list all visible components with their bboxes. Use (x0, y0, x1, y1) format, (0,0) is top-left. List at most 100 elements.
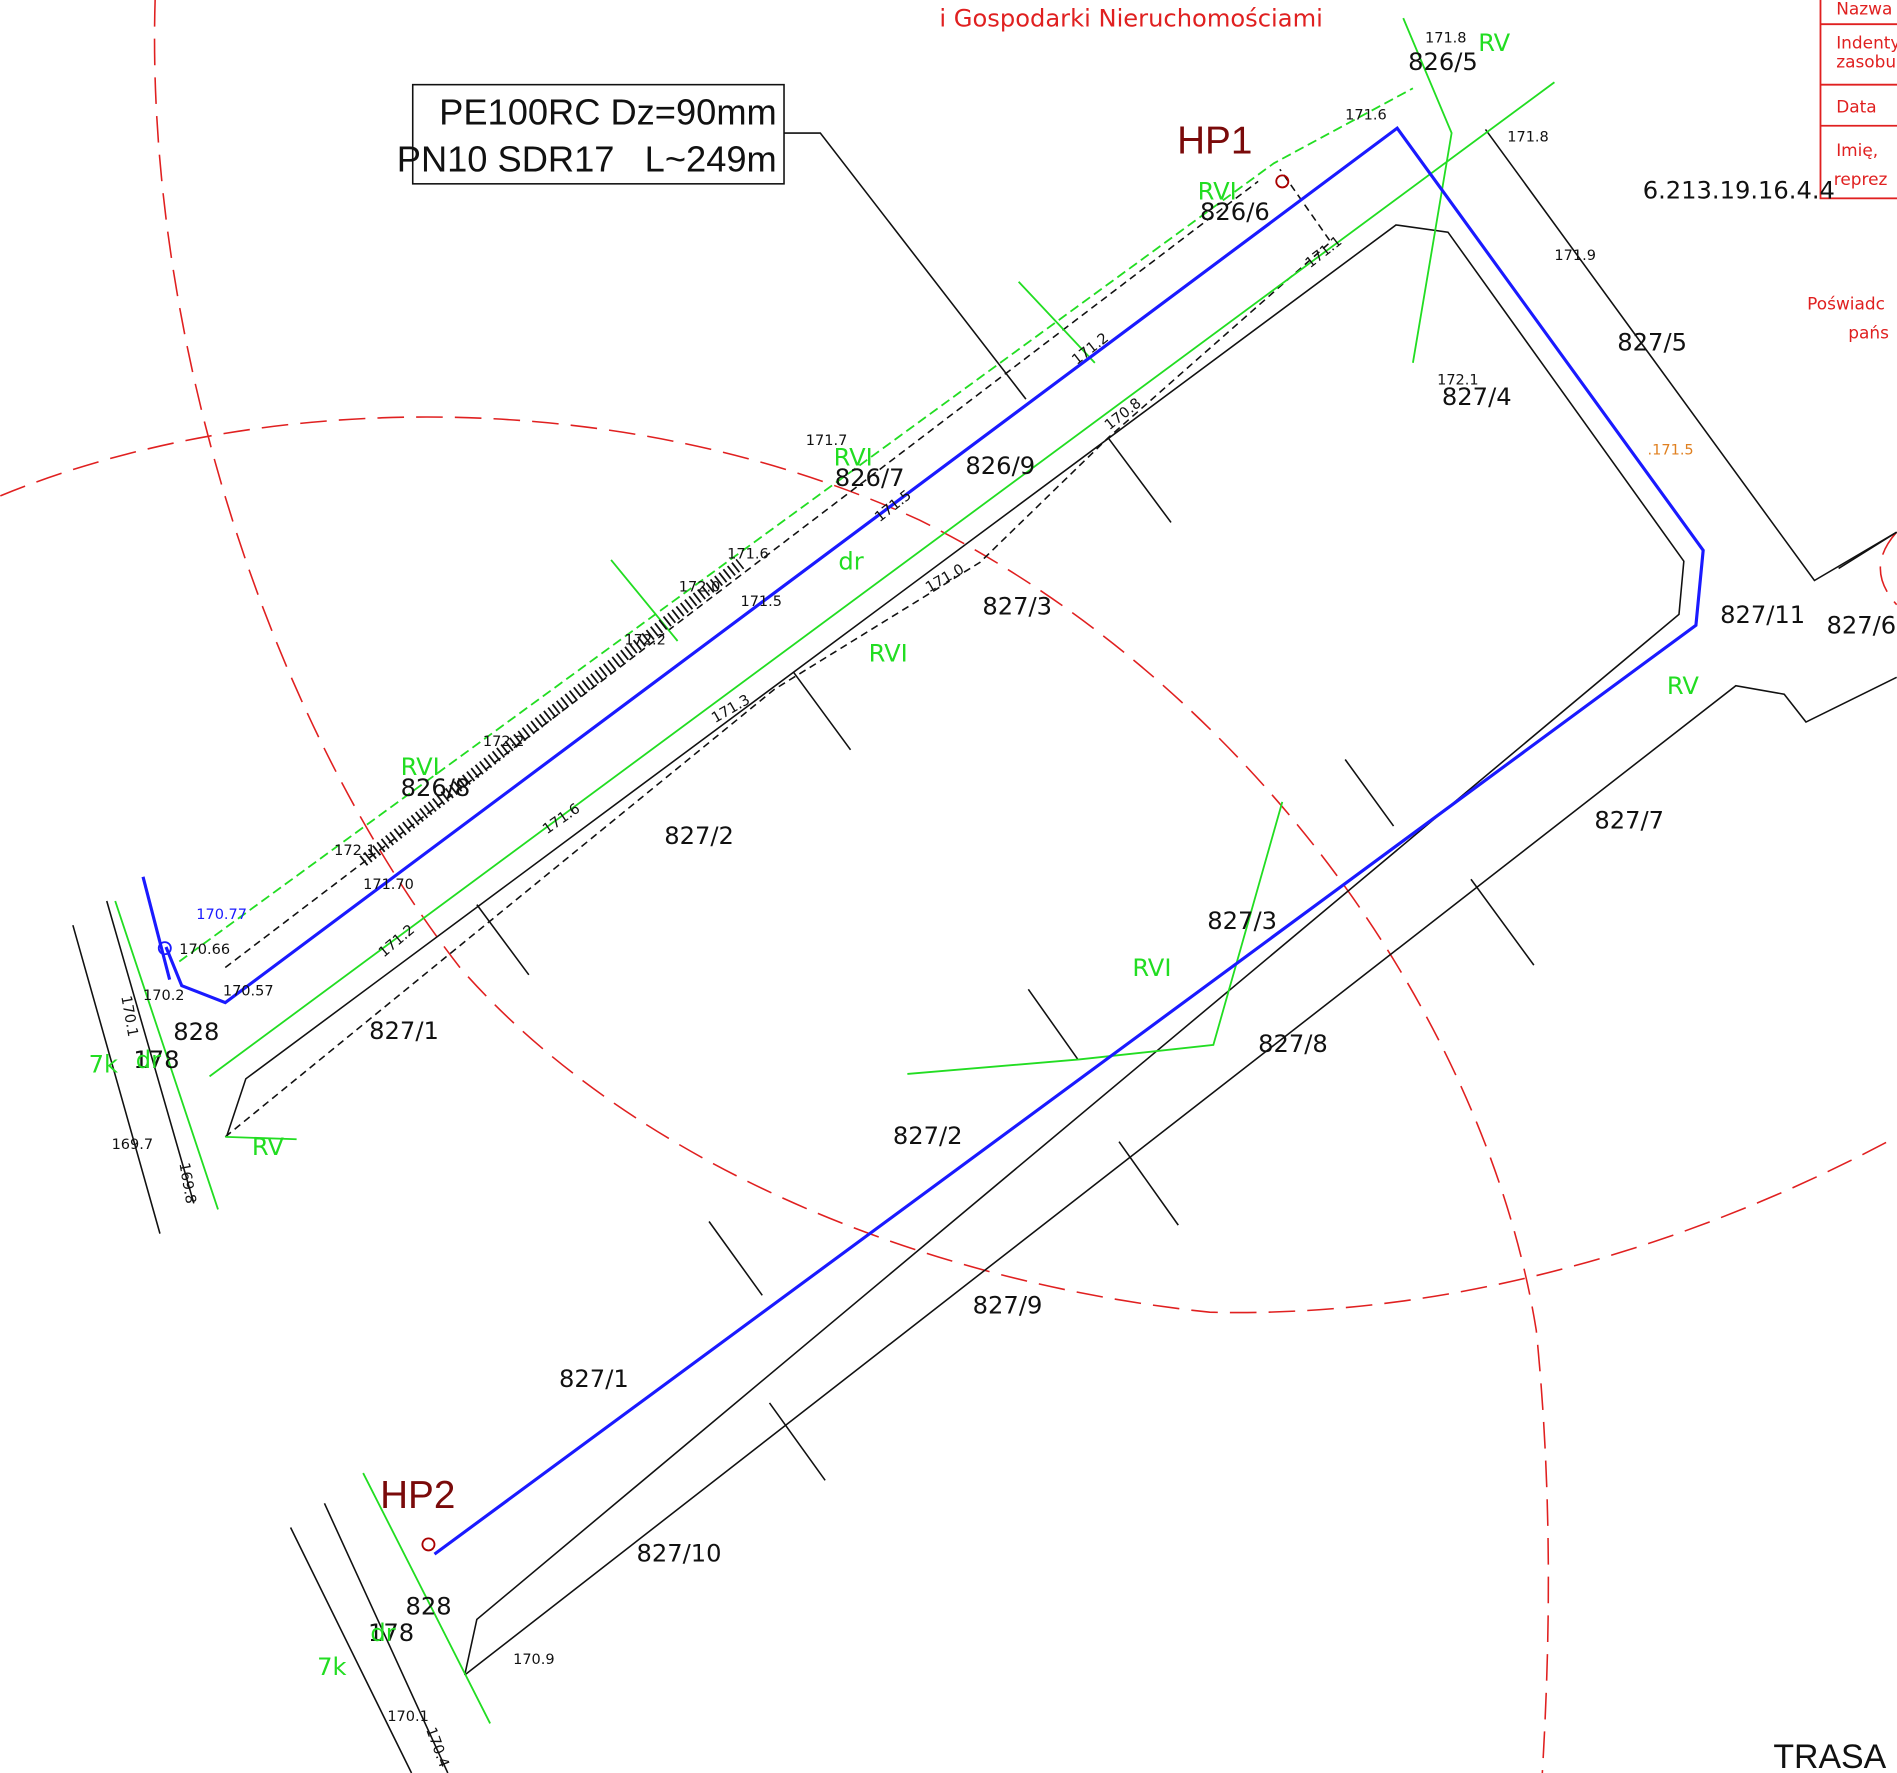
parcel: 827/9 (973, 1291, 1043, 1319)
elevation-labels: 171.8 171.6 171.8 171.9 171.7 171.6 172.… (112, 30, 1694, 1770)
elevation: 170.9 (513, 1652, 555, 1668)
dashed-line (224, 168, 1332, 1138)
elevation: 171.5 (872, 487, 915, 525)
land-class: 7k (317, 1653, 346, 1681)
elevation: 171.8 (1507, 130, 1549, 146)
title-row: zasobu (1836, 52, 1896, 72)
land-class-labels: RV RVI RVI dr RVI RV RVI RVI RV 7k dr 7k… (89, 29, 1700, 1681)
parcel: 827/10 (636, 1539, 721, 1567)
embankment (359, 558, 745, 866)
parcel: 826/5 (1408, 48, 1478, 76)
point-marker (1275, 174, 1290, 189)
range-circle (1879, 531, 1897, 606)
parcel: 827/1 (559, 1365, 629, 1393)
elevation: 170.1 (117, 994, 140, 1038)
footer: TRASA (1773, 1738, 1886, 1773)
land-class: RVI (401, 753, 440, 781)
parcel-labels: 826/5 826/6 827/5 827/4 826/7 826/9 827/… (133, 48, 1896, 1647)
title-row: Data (1836, 96, 1876, 116)
parcel: 178 (368, 1619, 414, 1647)
land-class: 7k (89, 1051, 118, 1079)
elevation: 170.2 (143, 988, 185, 1004)
land-class: RVI (834, 444, 873, 472)
pipe-branch (141, 876, 172, 981)
parcel: 827/1 (369, 1017, 439, 1045)
parcel: 827/5 (1617, 329, 1687, 357)
boundary (464, 676, 1897, 1676)
elevation: 170.66 (179, 942, 230, 958)
parcel: 827/7 (1594, 806, 1664, 834)
leader (784, 132, 1027, 400)
parcel: 826/9 (965, 452, 1035, 480)
parcel: 827/4 (1442, 383, 1512, 411)
land-boundary (114, 17, 1453, 1724)
point-label: HP1 (1177, 120, 1252, 163)
elevation-highlight: 170.77 (196, 907, 247, 923)
sheet-id: 6.213.19.16.4.4 (1643, 176, 1835, 204)
elevation: 172.2 (624, 633, 666, 649)
side-note: Poświadc (1807, 294, 1885, 314)
boundary (225, 224, 1685, 1676)
elevation: 171.1 (1303, 233, 1346, 271)
elevation: 171.5 (740, 594, 782, 610)
elevation: 171.70 (363, 877, 414, 893)
elevation: 171.3 (709, 692, 753, 727)
elevation: 172.1 (1437, 373, 1479, 389)
title-row: reprez (1834, 169, 1888, 189)
land-class: dr (136, 1046, 161, 1074)
parcel: 827/3 (982, 592, 1052, 620)
title-block-frame (1819, 0, 1897, 200)
elevation: 172.0 (679, 579, 721, 595)
title-block: Nazwa Indenty zasobu Data Imię, reprez (1819, 0, 1897, 200)
land-boundary (209, 81, 1555, 1078)
elevation: 171.8 (1425, 30, 1467, 46)
elevation: 170.1 (387, 1709, 429, 1725)
parcel: 826/7 (835, 464, 905, 492)
elevation: 171.0 (923, 561, 967, 596)
boundary (72, 900, 449, 1773)
pipe-label: PN10 SDR17 L~249m (397, 139, 777, 180)
elevation-highlight: .171.5 (1648, 443, 1694, 459)
title-row: Nazwa (1836, 0, 1892, 19)
parcel: 828 (173, 1018, 219, 1046)
elevation: 172.2 (483, 734, 525, 750)
elevation: 169.8 (175, 1161, 198, 1205)
range-circle (153, 0, 1897, 1314)
elevation: 171.6 (1345, 108, 1387, 124)
boundary (1484, 128, 1897, 582)
parcel: 827/2 (893, 1122, 963, 1150)
land-class: dr (838, 548, 863, 576)
point-marker (421, 1537, 436, 1552)
parcel: 826/6 (1200, 198, 1270, 226)
pipe-label: PE100RC Dz=90mm (439, 92, 777, 133)
title-row: Indenty (1836, 32, 1897, 52)
pipe (164, 125, 1705, 1556)
elevation: 170.4 (422, 1725, 451, 1769)
label-box (411, 83, 785, 185)
ticks (476, 437, 1897, 1481)
parcel: 827/6 (1827, 612, 1897, 640)
elevation: 169.7 (112, 1137, 154, 1153)
land-class: RVI (1132, 954, 1171, 982)
land-class: RV (252, 1133, 284, 1161)
parcel: 827/8 (1258, 1030, 1328, 1058)
point-label: HP2 (380, 1474, 455, 1517)
elevation: 172.1 (334, 843, 376, 859)
parcel: 828 (405, 1593, 451, 1621)
side-note: pańs (1848, 323, 1889, 343)
elevation: 171.7 (806, 433, 848, 449)
land-class: RVI (869, 640, 908, 668)
land-boundary (178, 87, 1414, 963)
land-class: RVI (1198, 178, 1237, 206)
elevation: 171.2 (1069, 330, 1112, 368)
range-circle (0, 416, 1550, 1773)
land-class: RV (1478, 29, 1510, 57)
parcel: 827/3 (1207, 907, 1277, 935)
land-boundary (907, 801, 1284, 1075)
parcel: 827/2 (664, 822, 734, 850)
parcel: 827/11 (1720, 601, 1805, 629)
elevation: 171.9 (1554, 248, 1596, 264)
elevation: 170.57 (223, 983, 274, 999)
land-class: dr (370, 1619, 395, 1647)
